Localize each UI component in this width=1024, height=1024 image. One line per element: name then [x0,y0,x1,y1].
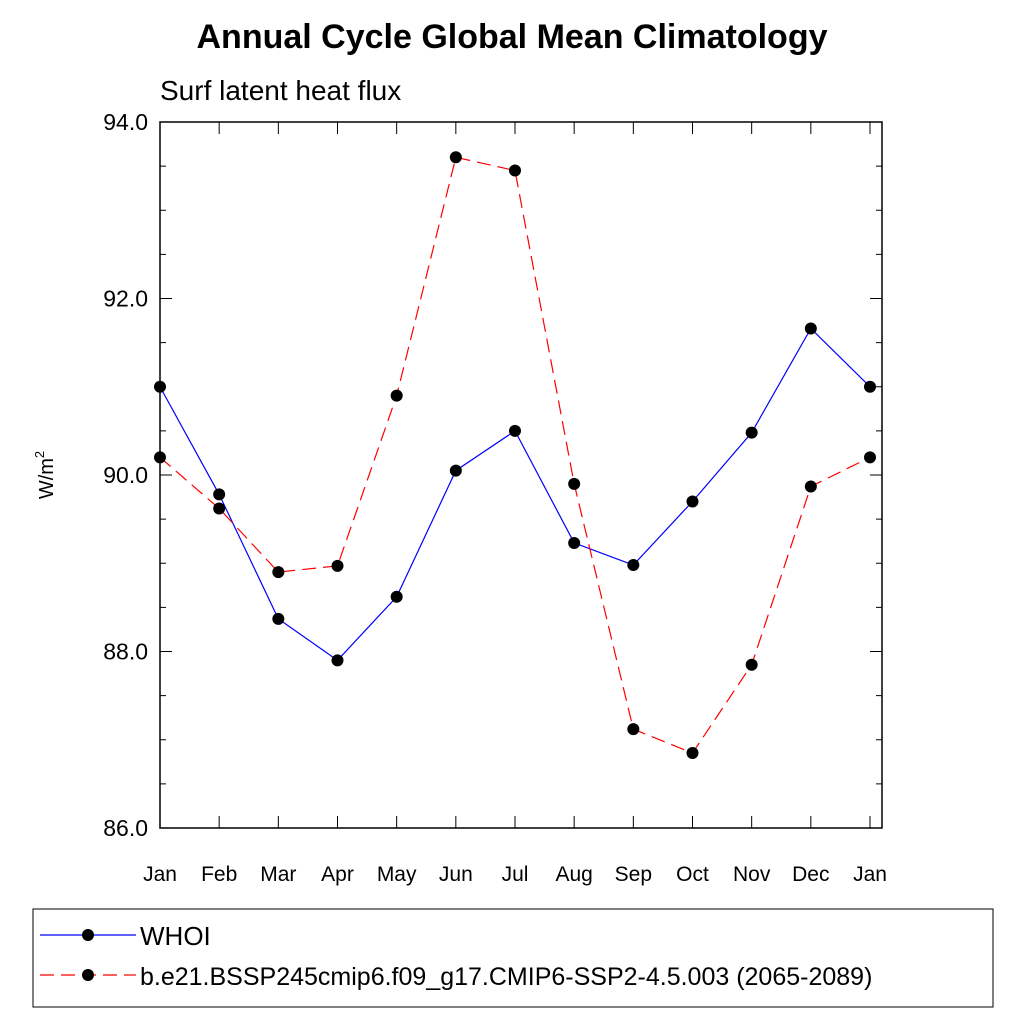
x-tick-label: Sep [615,863,652,886]
x-tick-label: Dec [792,863,829,886]
data-point [272,566,285,579]
data-point [154,380,166,393]
data-point [568,477,581,490]
legend-label: b.e21.BSSP245cmip6.f09_g17.CMIP6-SSP2-4.… [140,963,872,991]
series-line [159,327,871,662]
y-tick-label: 92.0 [103,286,148,312]
y-axis-label-text: W/m [36,458,58,499]
data-point [627,559,640,572]
data-point [213,488,226,501]
data-point [686,746,699,759]
x-tick-label: Jul [502,863,529,886]
data-point [804,322,817,335]
data-point [686,495,699,508]
data-point [449,464,462,477]
legend-marker [82,929,94,941]
data-point [449,151,462,164]
y-axis-label: W/m2 [32,451,58,499]
x-tick-label: Mar [260,863,296,886]
data-point [390,590,403,603]
data-point [804,480,817,493]
data-point [627,723,640,736]
data-point [509,424,521,437]
series-2 [154,151,876,759]
x-tick-label: Jan [853,863,887,886]
chart-subtitle: Surf latent heat flux [160,75,401,106]
plot-frame [159,121,883,829]
data-point [745,426,758,439]
series-line [159,156,871,754]
chart-title: Annual Cycle Global Mean Climatology [197,18,828,56]
x-tick-label: Nov [733,863,771,886]
y-tick-labels: 86.0 88.0 90.0 92.0 94.0 [103,109,148,841]
data-point [331,654,344,667]
y-axis-label-superscript: 2 [32,451,47,458]
x-tick-label: Apr [321,863,354,886]
data-point [864,380,876,393]
legend-item: WHOI [40,921,211,951]
x-tick-label: Jan [143,863,177,886]
x-tick-labels: Jan Feb Mar Apr May Jun Jul Aug Sep Oct Nov Dec Jan [143,863,887,886]
data-point [331,559,344,572]
axis-ticks [159,121,882,829]
data-point [213,502,226,515]
data-point [745,658,758,671]
legend: WHOI b.e21.BSSP245cmip6.f09_g17.CMIP6-SSP… [40,921,872,991]
data-point [568,536,581,549]
data-point [390,389,403,402]
x-tick-label: May [377,863,417,886]
y-tick-label: 86.0 [103,815,148,841]
x-tick-label: Feb [201,863,237,886]
legend-item: b.e21.BSSP245cmip6.f09_g17.CMIP6-SSP2-4.… [40,963,872,991]
data-point [154,451,166,464]
x-tick-label: Jun [439,863,473,886]
x-tick-label: Oct [676,863,709,886]
data-point [272,612,285,625]
y-tick-label: 90.0 [103,462,148,488]
x-tick-label: Aug [555,863,592,886]
series-layer [154,151,876,759]
legend-marker [82,969,94,981]
data-point [509,164,521,177]
data-point [864,451,876,464]
legend-box [32,908,994,1008]
series-1 [154,322,876,667]
y-tick-label: 94.0 [103,109,148,135]
legend-label: WHOI [140,921,211,951]
y-tick-label: 88.0 [103,639,148,665]
